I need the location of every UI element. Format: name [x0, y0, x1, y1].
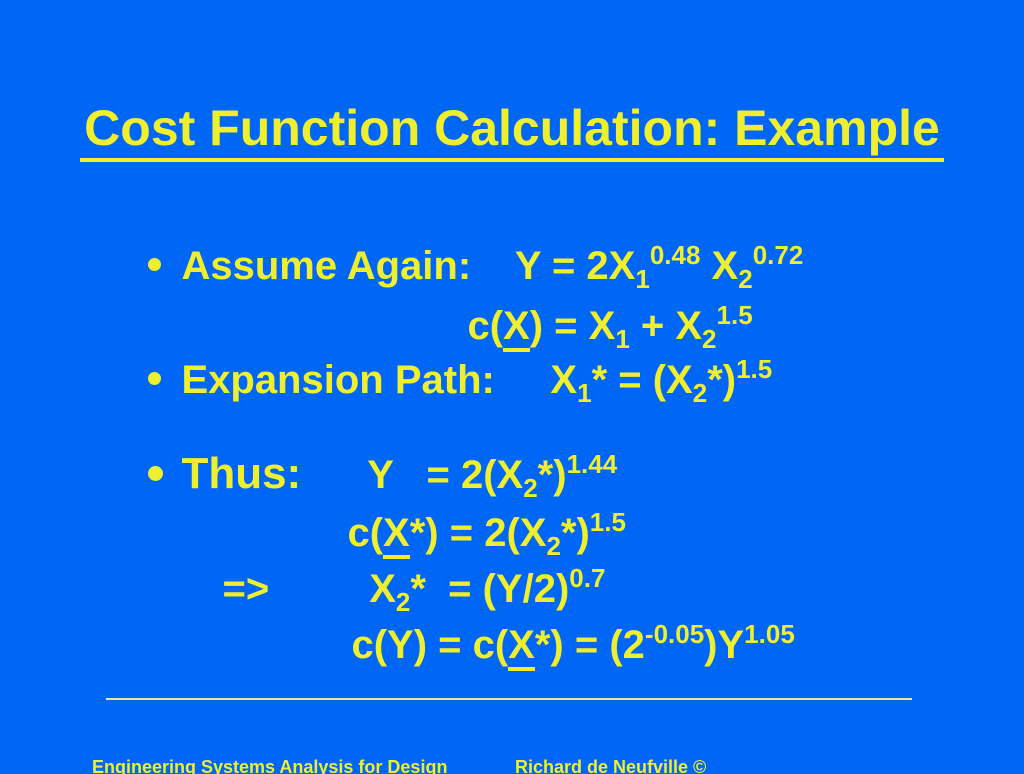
eq-segment: *) = 2(X	[409, 511, 547, 555]
equation-expansion-path: X1* = (X2*)1.5	[550, 354, 772, 408]
equation-line-cost-y: c(Y) = c(X*) = (2-0.05)Y1.05	[307, 562, 795, 717]
eq-segment: X	[550, 358, 578, 402]
footer-author: Richard de Neufville ©	[515, 757, 707, 774]
bullet-line-assume: Assume Again: Y = 2X10.48 X20.72	[104, 183, 803, 351]
superscript: 0.48	[649, 240, 701, 270]
equation-line-cost-xstar: c(X*) = 2(X2*)1.5	[303, 450, 626, 618]
subscript: 2	[702, 324, 717, 354]
underlined-term: X	[383, 511, 410, 559]
footer-divider	[106, 698, 912, 700]
eq-segment: Y = 2(X	[367, 453, 524, 497]
bullet-label: Thus:	[181, 449, 302, 498]
equation-y: Y = 2(X2*)1.44	[367, 449, 617, 503]
eq-segment: Y = 2X	[514, 244, 636, 288]
bullet-icon	[148, 258, 162, 272]
eq-segment: * = (Y/2)	[410, 567, 570, 611]
equation-cost-x: c(X) = X1 + X21.5	[467, 300, 752, 354]
superscript: 1.5	[736, 354, 773, 384]
equation-x2star: => X2* = (Y/2)0.7	[222, 563, 605, 617]
eq-segment: c(	[347, 511, 384, 555]
superscript: 1.44	[566, 449, 618, 479]
subscript: 1	[577, 378, 592, 408]
subscript: 2	[523, 473, 538, 503]
equation-production: Y = 2X10.48 X20.72	[514, 240, 803, 294]
bullet-label: Expansion Path:	[181, 358, 495, 402]
eq-segment: *)	[537, 453, 567, 497]
eq-segment: )Y	[704, 623, 745, 667]
superscript: 1.5	[716, 300, 753, 330]
eq-segment: => X	[222, 567, 396, 611]
superscript: 0.72	[752, 240, 804, 270]
eq-segment: *)	[707, 358, 737, 402]
subscript: 2	[692, 378, 708, 408]
equation-cost-xstar: c(X*) = 2(X2*)1.5	[347, 507, 626, 561]
footer-course-name: Engineering Systems Analysis for Design	[92, 757, 448, 774]
superscript: 1.05	[744, 619, 795, 649]
superscript: -0.05	[644, 619, 705, 649]
eq-segment: X	[700, 244, 739, 288]
eq-segment: ) = X	[529, 304, 616, 348]
eq-segment: * = (X	[591, 358, 693, 402]
equation-line-implies: => X2* = (Y/2)0.7	[178, 506, 605, 674]
underlined-term: X	[503, 304, 530, 352]
footer-right: Richard de Neufville © Marginal Analysis…	[515, 712, 782, 774]
slide-title-text: Cost Function Calculation: Example	[80, 100, 944, 162]
bullet-icon	[148, 466, 164, 482]
eq-segment: *) = (2	[534, 623, 645, 667]
bullet-line-expansion: Expansion Path: X1* = (X2*)1.5	[104, 297, 772, 465]
slide-title: Cost Function Calculation: Example	[0, 98, 1024, 162]
bullet-line-thus: Thus: Y = 2(X2*)1.44	[104, 392, 617, 560]
underlined-term: X	[508, 623, 535, 671]
eq-segment: c(Y) = c(	[351, 623, 509, 667]
subscript: 2	[395, 587, 411, 617]
equation-cost-y: c(Y) = c(X*) = (2-0.05)Y1.05	[351, 619, 795, 671]
superscript: 1.5	[589, 507, 626, 537]
eq-segment: c(	[467, 304, 504, 348]
superscript: 0.7	[569, 563, 606, 593]
bullet-icon	[148, 372, 162, 386]
eq-segment: + X	[629, 304, 703, 348]
subscript: 1	[615, 324, 630, 354]
eq-segment: *)	[560, 511, 590, 555]
equation-line-cost-x: c(X) = X1 + X21.5	[423, 243, 752, 411]
subscript: 1	[635, 264, 650, 294]
subscript: 2	[738, 264, 753, 294]
bullet-label: Assume Again:	[181, 244, 472, 288]
footer-left: Engineering Systems Analysis for Design …	[92, 712, 447, 774]
subscript: 2	[546, 531, 561, 561]
